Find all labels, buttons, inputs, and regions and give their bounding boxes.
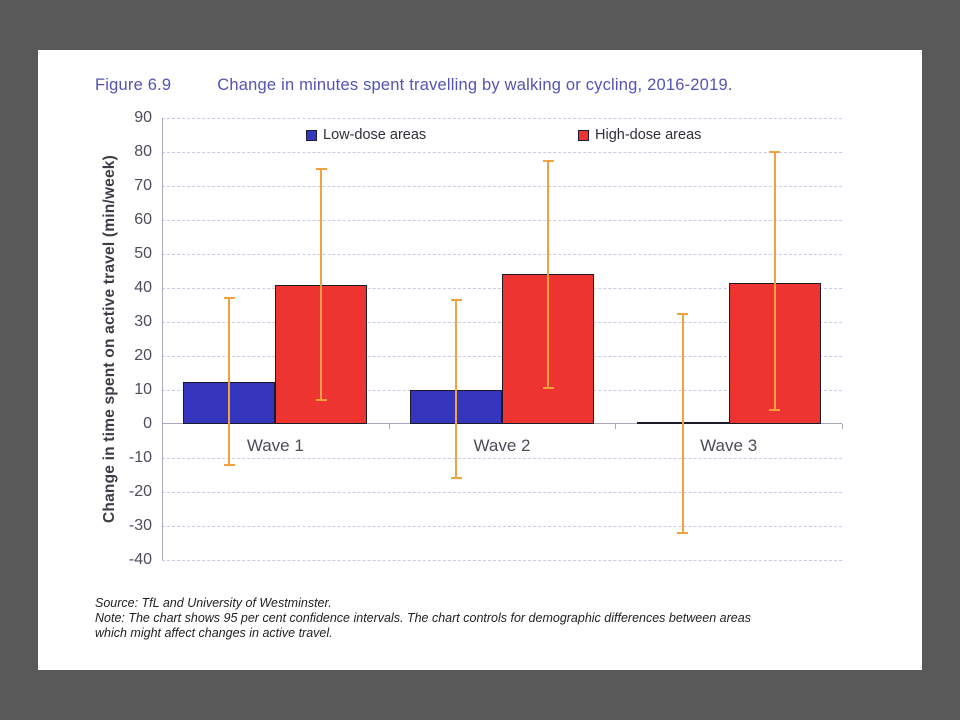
legend-item-high-dose: High-dose areas — [578, 127, 701, 143]
y-tick-label: 90 — [134, 109, 152, 126]
category-label: Wave 1 — [246, 436, 304, 455]
error-bar-line — [228, 298, 231, 465]
y-tick-label: 80 — [134, 143, 152, 160]
y-tick-label: -40 — [128, 551, 152, 568]
error-bar-line — [547, 160, 549, 389]
y-tick-label: 20 — [134, 347, 152, 364]
error-bar-line — [455, 299, 457, 479]
figure-title-row: Figure 6.9 Change in minutes spent travel… — [95, 76, 733, 95]
source-note: Source: TfL and University of Westminste… — [95, 596, 885, 642]
source-line: Source: TfL and University of Westminste… — [95, 596, 332, 610]
error-bar-cap-bottom — [769, 409, 781, 412]
y-tick-label: 70 — [134, 177, 152, 194]
note-line-1: Note: The chart shows 95 per cent confid… — [95, 611, 751, 626]
x-axis-tick — [842, 424, 843, 429]
error-bar-line — [773, 152, 776, 411]
y-tick-label: 50 — [134, 245, 152, 262]
error-bar-cap-bottom — [450, 477, 462, 480]
note-line-2: which might affect changes in active tra… — [95, 626, 333, 641]
y-tick-label: -10 — [128, 449, 152, 466]
gridline — [162, 118, 842, 119]
error-bar-cap-top — [769, 151, 781, 153]
x-axis-tick — [162, 424, 163, 429]
y-tick-label: 30 — [134, 313, 152, 330]
figure-label: Figure 6.9 — [95, 76, 172, 94]
bar-chart: Change in time spent on active travel (m… — [38, 50, 922, 670]
error-bar-cap-top — [315, 168, 327, 170]
legend-swatch-high-dose-icon — [578, 129, 589, 141]
error-bar-cap-top — [542, 159, 554, 162]
legend-item-low-dose: Low-dose areas — [306, 127, 426, 143]
y-tick-label: 0 — [143, 415, 152, 432]
gridline — [162, 254, 842, 255]
error-bar-cap-top — [223, 297, 235, 300]
gridline — [162, 492, 842, 493]
x-axis-tick — [388, 424, 390, 429]
y-tick-label: 60 — [134, 211, 152, 228]
legend-swatch-low-dose-icon — [306, 129, 317, 141]
error-bar-cap-top — [450, 298, 462, 301]
error-bar-cap-bottom — [542, 387, 554, 390]
gridline — [162, 560, 842, 561]
slide: Figure 6.9 Change in minutes spent travel… — [38, 50, 922, 670]
gridline — [162, 186, 842, 187]
legend-label-low-dose: Low-dose areas — [323, 127, 427, 143]
y-tick-label: -30 — [128, 517, 152, 534]
category-label: Wave 3 — [700, 436, 758, 455]
legend-label-high-dose: High-dose areas — [595, 127, 702, 143]
gridline — [162, 152, 842, 153]
x-axis-tick — [615, 424, 617, 429]
gridline — [162, 458, 842, 459]
gridline — [162, 526, 842, 527]
error-bar-cap-top — [677, 312, 689, 315]
y-tick-label: -20 — [128, 483, 152, 500]
figure-title: Change in minutes spent travelling by wa… — [217, 76, 733, 94]
error-bar-line — [681, 313, 684, 533]
category-label: Wave 2 — [473, 436, 531, 455]
gridline — [162, 220, 842, 221]
error-bar-cap-bottom — [315, 399, 327, 402]
error-bar-line — [320, 169, 323, 401]
y-tick-label: 40 — [134, 279, 152, 296]
error-bar-cap-bottom — [677, 531, 689, 534]
y-axis-line — [162, 118, 163, 560]
y-tick-label: 10 — [134, 381, 152, 398]
error-bar-cap-bottom — [223, 463, 235, 466]
